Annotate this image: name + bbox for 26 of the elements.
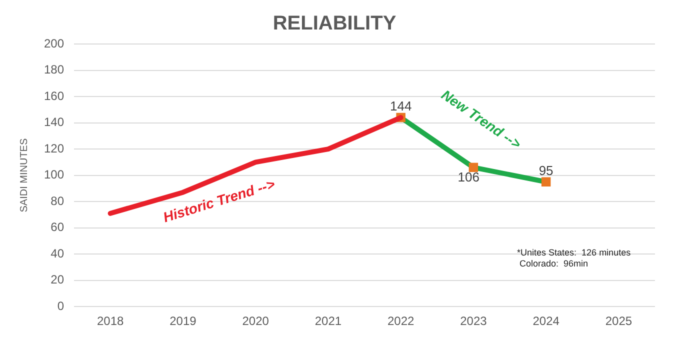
data-label: 106 [458, 170, 480, 184]
y-tick-label: 80 [50, 194, 64, 208]
x-tick-label: 2024 [532, 314, 560, 328]
y-tick-label: 180 [44, 62, 64, 77]
chart-title: RELIABILITY [272, 12, 397, 35]
y-tick-label: 0 [57, 298, 64, 313]
x-tick-label: 2018 [96, 314, 124, 328]
y-tick-label: 160 [44, 88, 64, 103]
y-tick-label: 100 [44, 168, 64, 182]
x-tick-label: 2020 [242, 314, 270, 328]
y-tick-label: 20 [50, 272, 64, 287]
annotation: *Unites States: 126 minutes Colorado: 96min [517, 248, 632, 269]
y-tick-label: 120 [44, 141, 64, 156]
x-tick-label: 2025 [605, 314, 632, 328]
y-axis-title: SAIDI MINUTES [18, 138, 30, 212]
x-tick-label: 2023 [460, 314, 488, 328]
y-tick-label: 200 [44, 36, 64, 50]
data-label: 95 [538, 162, 554, 178]
x-tick-label: 2021 [314, 314, 342, 328]
y-tick-label: 60 [50, 220, 64, 234]
x-tick-label: 2022 [387, 314, 414, 328]
x-tick-label: 2019 [170, 314, 197, 328]
annotation: Historic Trend --> [161, 176, 277, 226]
data-label: 144 [390, 98, 412, 114]
y-tick-label: 140 [44, 115, 64, 130]
y-tick-label: 40 [50, 246, 64, 260]
